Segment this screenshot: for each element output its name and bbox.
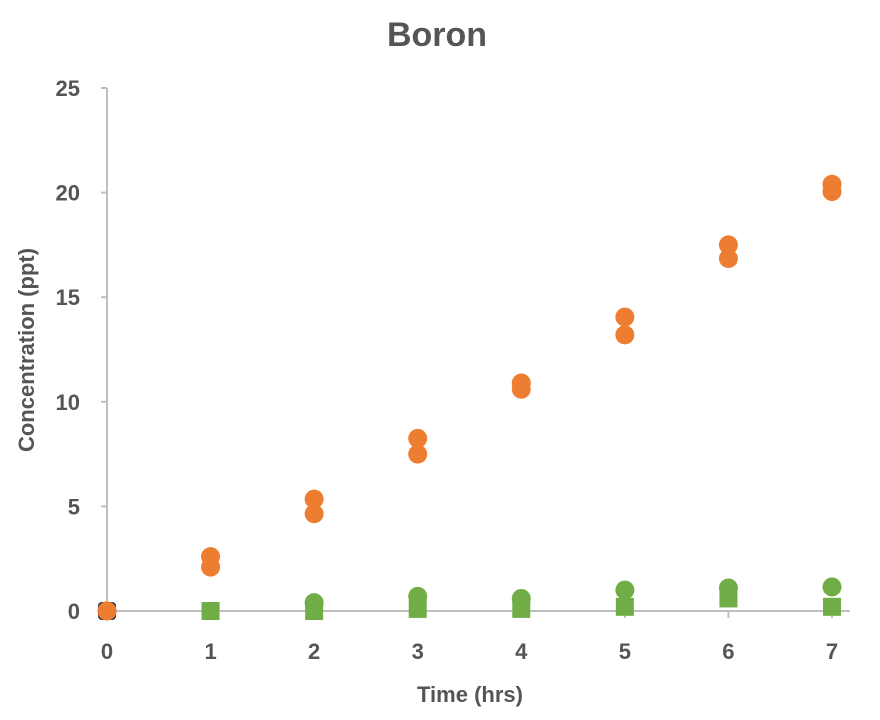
x-tick-label: 6	[722, 639, 734, 664]
x-axis-label: Time (hrs)	[417, 682, 523, 707]
data-point	[718, 235, 738, 255]
x-tick-label: 2	[308, 639, 320, 664]
data-point	[304, 489, 324, 509]
x-tick-label: 4	[515, 639, 528, 664]
data-point	[304, 504, 324, 524]
y-tick-label: 0	[68, 599, 80, 624]
data-point	[408, 428, 428, 448]
data-point	[823, 597, 841, 616]
y-tick-label: 15	[56, 285, 80, 310]
data-point	[304, 593, 324, 613]
data-point	[615, 307, 635, 327]
data-point	[822, 577, 842, 597]
x-tick-label: 5	[619, 639, 631, 664]
data-point	[201, 602, 220, 620]
data-point	[718, 578, 738, 598]
x-tick-label: 3	[412, 639, 424, 664]
y-axis-label: Concentration (ppt)	[14, 248, 39, 452]
data-point	[408, 444, 428, 464]
chart-title: Boron	[387, 16, 487, 54]
data-point	[615, 597, 634, 616]
x-tick-label: 7	[826, 639, 838, 664]
y-tick-label: 5	[68, 494, 80, 519]
data-point	[201, 547, 221, 567]
y-tick-label: 10	[56, 390, 80, 415]
data-point	[511, 588, 531, 608]
data-point	[615, 325, 635, 345]
x-tick-label: 1	[204, 639, 216, 664]
data-point	[822, 174, 842, 194]
x-tick-label: 0	[101, 639, 113, 664]
y-tick-label: 25	[56, 76, 80, 101]
data-point	[511, 373, 531, 393]
data-point	[718, 248, 738, 268]
data-point	[615, 580, 635, 600]
data-point	[97, 601, 117, 621]
y-tick-label: 20	[56, 181, 80, 206]
data-point	[408, 586, 428, 606]
